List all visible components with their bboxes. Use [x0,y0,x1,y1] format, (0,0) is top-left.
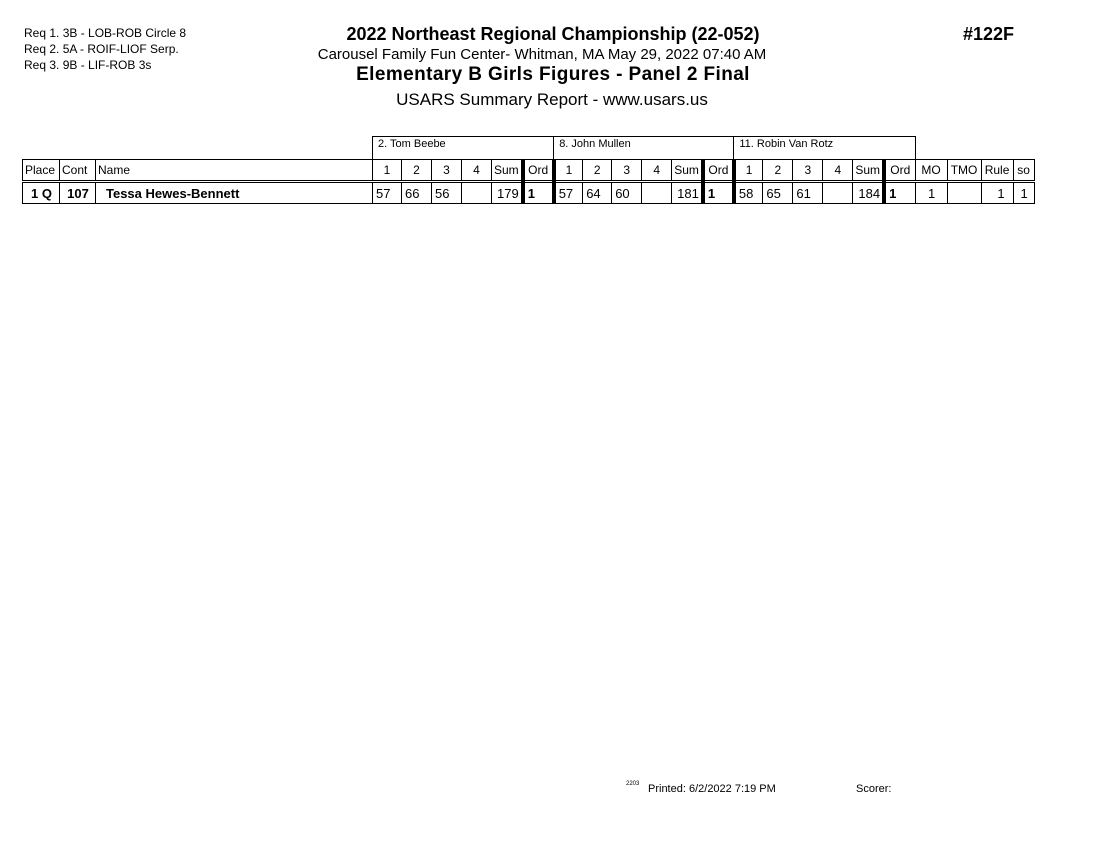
so: 1 [1012,180,1035,204]
footer-code: 2203 [626,781,640,787]
score: 64 [582,180,613,204]
event-number: #122F [963,24,1015,44]
requirement: Req 2. 5A - ROIF-LIOF Serp. [24,42,179,56]
score: 56 [431,180,462,204]
judge-header-row: 2. Tom Beebe 8. John Mullen 11. Robin Va… [23,136,1035,160]
tmo [946,180,982,204]
col-sum: Sum [852,159,885,182]
col-ord: Ord [520,159,555,182]
score: 57 [372,180,402,204]
competition-title: 2022 Northeast Regional Championship (22… [346,24,760,44]
ordinal: 1 [882,180,916,204]
place: 1 Q [22,180,60,204]
score: 57 [551,180,584,204]
col-fig: 1 [551,159,584,182]
cont: 107 [59,180,96,204]
sum: 179 [490,180,524,204]
col-ord: Ord [882,159,916,182]
score: 58 [731,180,764,204]
col-tmo: TMO [946,159,982,182]
col-name: Name [95,159,373,182]
ordinal: 1 [520,180,555,204]
col-so: so [1012,159,1035,182]
judge-name: 11. Robin Van Rotz [733,136,916,160]
col-fig: 3 [431,159,462,182]
score: 65 [762,180,794,204]
col-cont: Cont [59,159,96,182]
score [461,180,492,204]
requirement: Req 3. 9B - LIF-ROB 3s [24,58,152,72]
event-title: Elementary B Girls Figures - Panel 2 Fin… [356,64,750,85]
results-table: 2. Tom Beebe 8. John Mullen 11. Robin Va… [22,136,1035,204]
col-fig: 2 [401,159,432,182]
report-title: USARS Summary Report - www.usars.us [396,90,708,109]
score: 60 [611,180,643,204]
col-place: Place [22,159,60,182]
ordinal: 1 [700,180,735,204]
printed-timestamp: Printed: 6/2/2022 7:19 PM [648,783,776,795]
table-row: 1 Q 107 Tessa Hewes-Bennett 57 66 56 179 1 5… [22,180,1035,204]
col-fig: 4 [461,159,492,182]
judge-name: 2. Tom Beebe [371,136,555,160]
col-sum: Sum [671,159,704,182]
score [822,180,854,204]
requirement: Req 1. 3B - LOB-ROB Circle 8 [24,26,187,40]
skater-name: Tessa Hewes-Bennett [95,180,373,204]
score: 61 [792,180,824,204]
sum: 181 [671,180,704,204]
col-fig: 1 [731,159,764,182]
col-fig: 3 [792,159,824,182]
col-fig: 3 [611,159,643,182]
score [641,180,673,204]
requirements-list: Req 1. 3B - LOB-ROB Circle 8 Req 2. 5A -… [24,25,186,73]
col-sum: Sum [490,159,524,182]
mo: 1 [914,180,948,204]
location-date: Carousel Family Fun Center- Whitman, MA … [317,46,767,63]
col-fig: 2 [762,159,794,182]
col-ord: Ord [700,159,735,182]
scorer-label: Scorer: [856,783,892,795]
col-rule: Rule [980,159,1014,182]
judge-name: 8. John Mullen [553,136,735,160]
col-fig: 2 [582,159,613,182]
score: 66 [401,180,432,204]
col-fig: 4 [641,159,673,182]
col-mo: MO [914,159,948,182]
col-fig: 4 [822,159,854,182]
sum: 184 [852,180,885,204]
rule: 1 [980,180,1014,204]
col-fig: 1 [372,159,402,182]
